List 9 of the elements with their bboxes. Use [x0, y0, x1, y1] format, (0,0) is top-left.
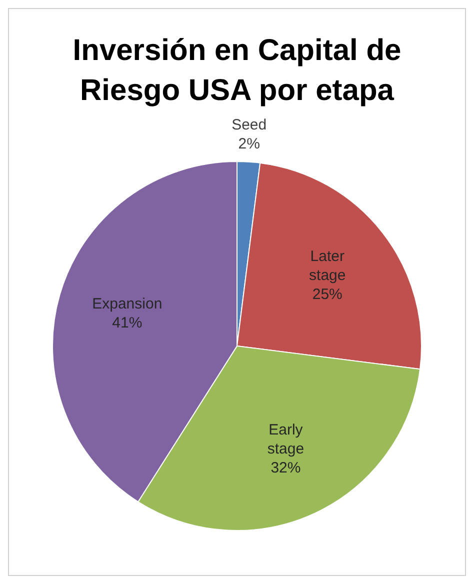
data-label: 2% — [238, 136, 260, 153]
data-label: 32% — [270, 460, 301, 477]
slice-label: Early stage — [267, 422, 304, 458]
chart-title: Inversión en Capital de Riesgo USA por etapa — [72, 33, 402, 109]
slice-label: Expansion — [92, 296, 162, 313]
data-label: 25% — [312, 286, 342, 304]
data-label: 41% — [112, 314, 142, 332]
slice-label: Seed — [232, 116, 267, 134]
slice-label: Later stage — [309, 248, 346, 284]
